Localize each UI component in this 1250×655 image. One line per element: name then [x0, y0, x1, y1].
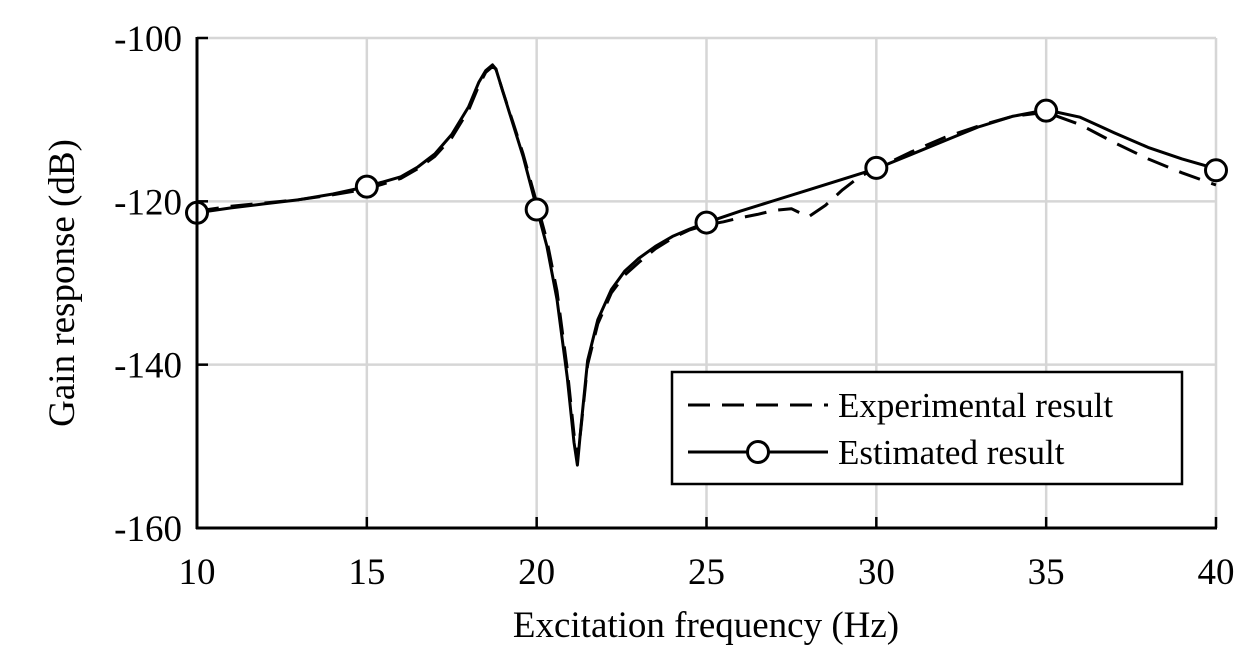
x-tick-label: 15 [348, 552, 385, 593]
estimated-result-marker [694, 210, 719, 235]
x-tick-label: 40 [1198, 552, 1235, 593]
legend: Experimental result Estimated result [670, 370, 1184, 486]
legend-experimental-label: Experimental result [838, 386, 1113, 425]
x-tick-label: 20 [518, 552, 555, 593]
axes-frame [195, 37, 1217, 530]
y-tick-label: -160 [114, 509, 182, 550]
estimated-result-marker [1034, 98, 1059, 123]
y-tick-label: -140 [114, 346, 182, 387]
estimated-result-line [195, 63, 1218, 467]
estimated-result-marker [354, 174, 379, 199]
y-tick-label: -120 [114, 182, 182, 223]
x-tick-label: 25 [688, 552, 725, 593]
y-tick-label: -100 [114, 19, 182, 60]
estimated-result-marker [864, 155, 889, 180]
legend-estimated-marker [746, 440, 770, 464]
x-tick-label: 30 [858, 552, 895, 593]
estimated-result-marker [524, 197, 549, 222]
legend-estimated-label: Estimated result [838, 433, 1065, 472]
x-tick-label: 10 [179, 552, 216, 593]
y-axis-label: Gain response (dB) [42, 139, 83, 427]
estimated-result-marker [1204, 158, 1228, 183]
x-axis-label: Excitation frequency (Hz) [513, 605, 899, 646]
x-tick-label: 35 [1028, 552, 1065, 593]
legend-box [670, 370, 1184, 486]
tick-labels: 10 15 20 25 30 35 40 -100 -120 -140 -160 [114, 19, 1234, 593]
